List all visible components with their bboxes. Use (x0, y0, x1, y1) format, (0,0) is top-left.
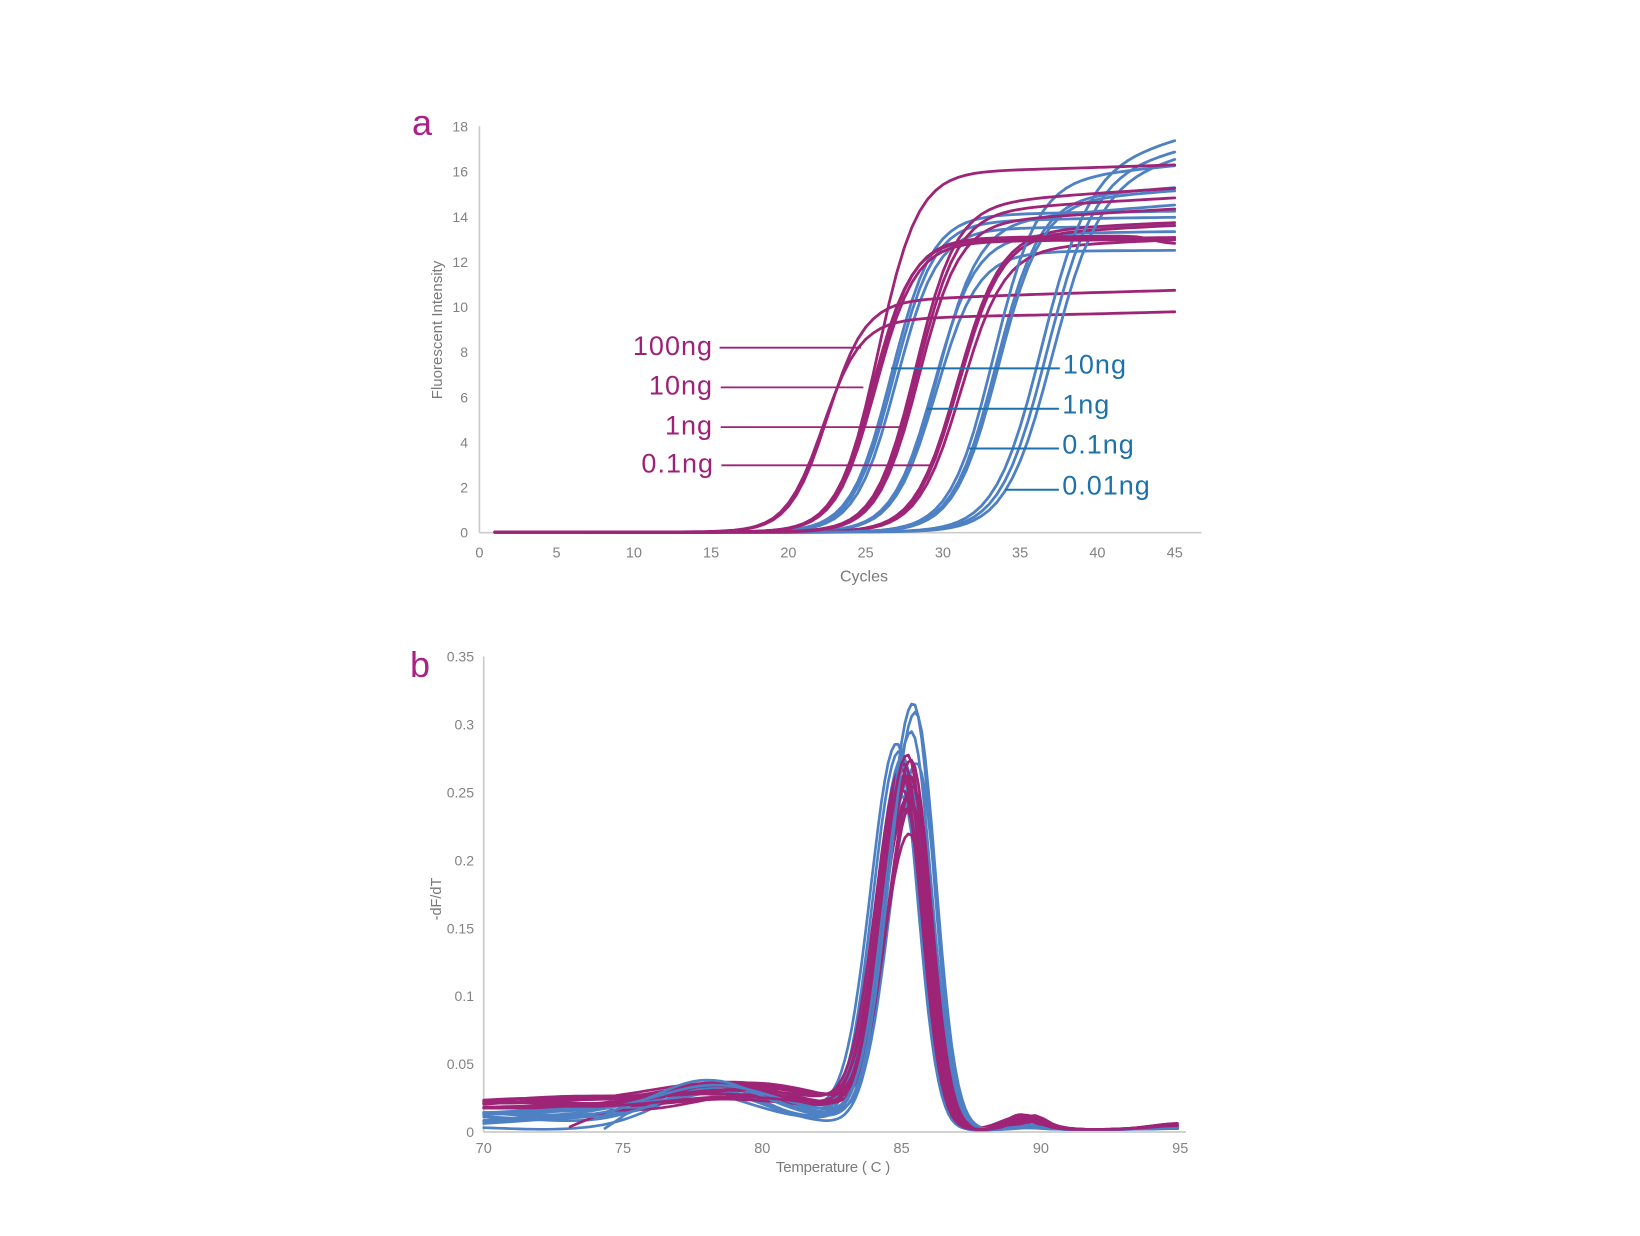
svg-text:20: 20 (780, 546, 796, 562)
svg-text:75: 75 (615, 1141, 631, 1157)
svg-text:80: 80 (754, 1141, 770, 1157)
svg-text:0: 0 (475, 546, 483, 562)
svg-text:40: 40 (1089, 546, 1105, 562)
svg-text:45: 45 (1167, 546, 1183, 562)
svg-text:1ng: 1ng (665, 410, 713, 440)
svg-text:a: a (412, 102, 433, 143)
svg-text:1ng: 1ng (1062, 390, 1110, 420)
svg-text:0.3: 0.3 (455, 717, 475, 733)
svg-text:25: 25 (858, 546, 874, 562)
svg-text:18: 18 (452, 119, 468, 135)
svg-text:15: 15 (703, 546, 719, 562)
svg-text:0: 0 (460, 525, 468, 541)
svg-text:35: 35 (1012, 546, 1028, 562)
svg-text:0.01ng: 0.01ng (1062, 471, 1151, 501)
svg-text:0.35: 0.35 (447, 649, 474, 665)
svg-text:30: 30 (935, 546, 951, 562)
svg-text:2: 2 (460, 480, 468, 496)
svg-text:0.1ng: 0.1ng (641, 449, 714, 479)
svg-text:10ng: 10ng (649, 371, 713, 401)
svg-text:85: 85 (894, 1141, 910, 1157)
svg-text:90: 90 (1033, 1141, 1049, 1157)
svg-text:Cycles: Cycles (840, 569, 888, 586)
svg-text:10: 10 (452, 299, 468, 315)
svg-text:6: 6 (460, 389, 468, 405)
svg-text:70: 70 (476, 1141, 492, 1157)
svg-text:-dF/dT: -dF/dT (429, 878, 445, 921)
svg-text:8: 8 (460, 344, 468, 360)
svg-text:0.1: 0.1 (455, 988, 475, 1004)
svg-text:5: 5 (553, 546, 561, 562)
svg-text:0.1ng: 0.1ng (1062, 430, 1135, 460)
svg-text:12: 12 (452, 254, 468, 270)
svg-text:95: 95 (1172, 1141, 1188, 1157)
svg-text:Temperature ( C ): Temperature ( C ) (776, 1159, 890, 1176)
svg-text:0.05: 0.05 (447, 1056, 474, 1072)
svg-text:0.25: 0.25 (447, 785, 474, 801)
svg-text:16: 16 (452, 164, 468, 180)
svg-text:0.2: 0.2 (455, 852, 475, 868)
svg-text:b: b (410, 644, 430, 685)
svg-text:Fluorescent Intensity: Fluorescent Intensity (429, 260, 446, 399)
svg-text:100ng: 100ng (633, 331, 713, 361)
svg-text:10: 10 (626, 546, 642, 562)
svg-text:0: 0 (466, 1124, 474, 1140)
svg-text:4: 4 (460, 435, 468, 451)
svg-text:0.15: 0.15 (447, 920, 474, 936)
svg-text:14: 14 (452, 209, 468, 225)
svg-text:10ng: 10ng (1063, 349, 1127, 379)
